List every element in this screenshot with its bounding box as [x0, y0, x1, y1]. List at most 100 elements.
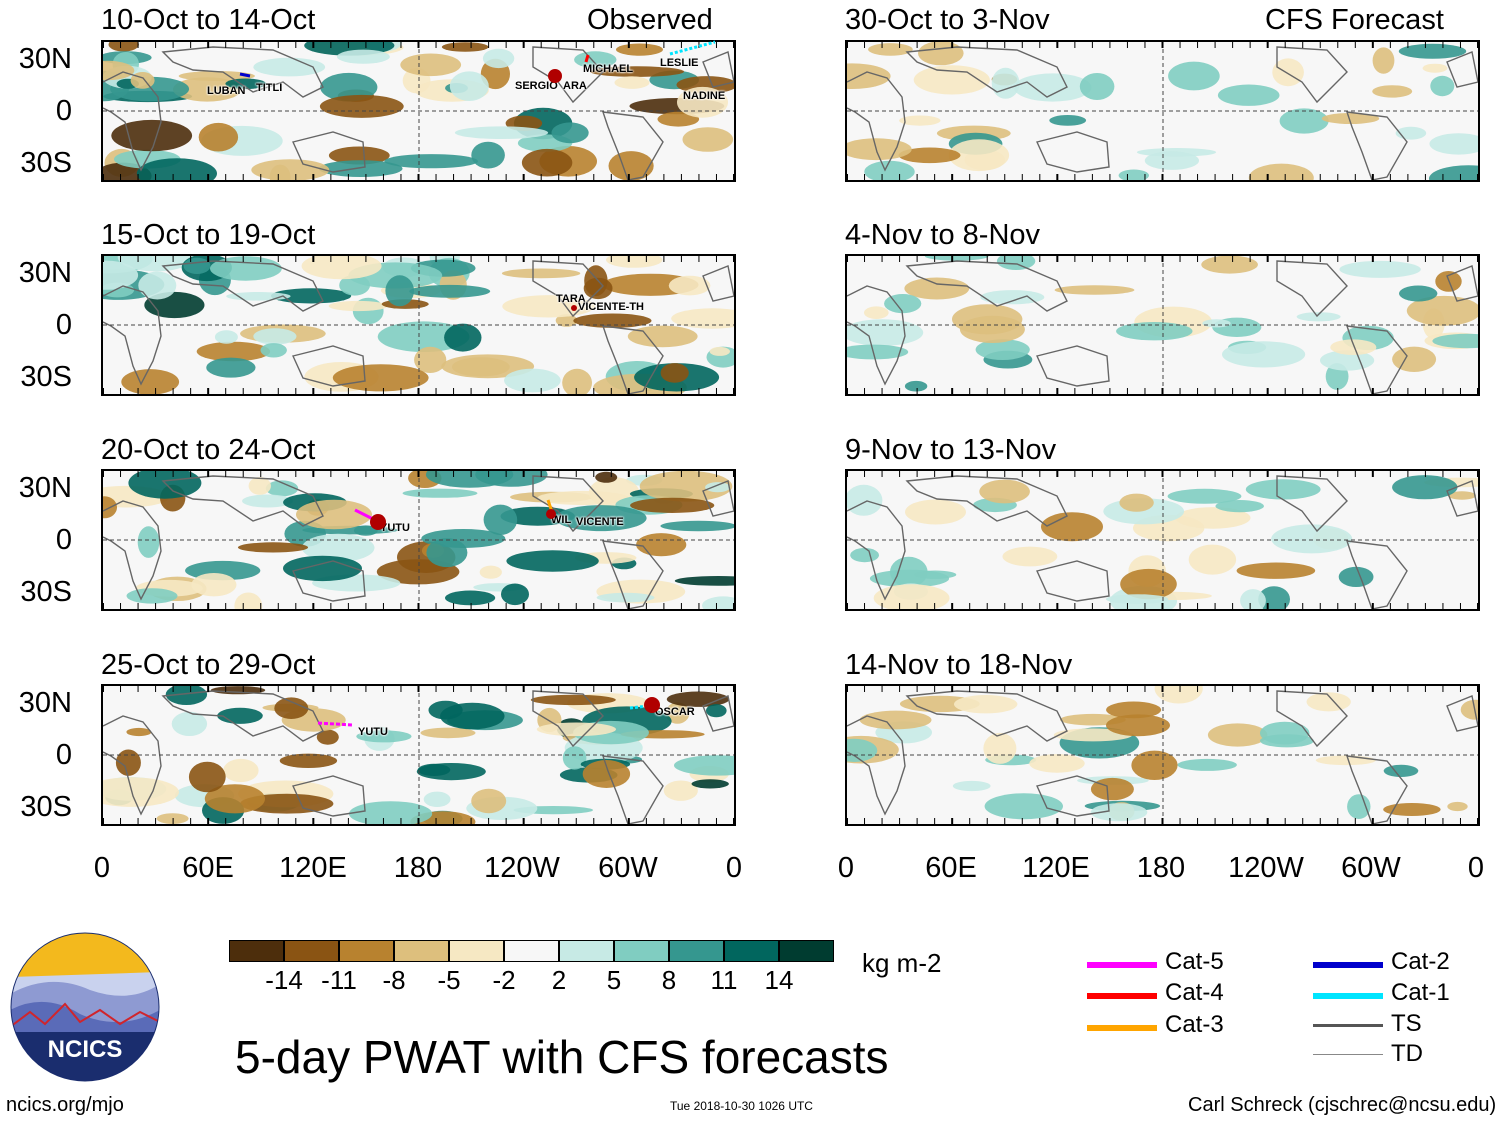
anomaly-blob	[671, 308, 734, 329]
anomaly-blob	[501, 583, 529, 606]
anomaly-blob	[847, 484, 883, 516]
pwat-anomaly-field	[103, 471, 734, 609]
panel-title: 9-Nov to 13-Nov	[845, 434, 1057, 466]
pwat-anomaly-field	[847, 471, 1478, 609]
coastline	[103, 500, 162, 601]
colorbar-swatch	[394, 940, 449, 962]
anomaly-blob	[1119, 493, 1154, 512]
anomaly-blob	[385, 275, 415, 307]
anomaly-blob	[188, 761, 226, 793]
colorbar-swatch	[449, 940, 504, 962]
anomaly-blob	[479, 565, 502, 579]
x-label: 120W	[1228, 852, 1304, 884]
anomaly-blob	[1448, 491, 1476, 500]
footer-url: ncics.org/mjo	[6, 1094, 124, 1116]
storm-label: LESLIE	[660, 57, 699, 69]
anomaly-blob	[449, 71, 489, 101]
anomaly-blob	[1321, 113, 1380, 124]
coastline	[292, 560, 366, 602]
anomaly-blob	[301, 533, 375, 562]
legend-line	[1313, 1024, 1383, 1027]
anomaly-blob	[279, 753, 338, 768]
coastline	[601, 325, 664, 394]
y-label-30n: 30N	[18, 43, 72, 75]
anomaly-blob	[674, 576, 734, 586]
anomaly-blob	[1432, 333, 1478, 349]
y-label-30n: 30N	[18, 687, 72, 719]
coastline	[1276, 260, 1348, 318]
anomaly-blob	[402, 488, 478, 498]
storm-label: YUTU	[358, 726, 388, 738]
anomaly-blob	[274, 697, 309, 719]
anomaly-blob	[1175, 507, 1251, 529]
anomaly-blob	[948, 139, 1010, 172]
pwat-anomaly-field	[847, 256, 1478, 394]
anomaly-blob	[847, 138, 912, 161]
anomaly-blob	[582, 760, 631, 788]
legend-label: TS	[1391, 1010, 1422, 1037]
anomaly-blob	[1447, 801, 1468, 812]
storm-label: TITLI	[256, 82, 283, 94]
panel-title: 25-Oct to 29-Oct	[101, 649, 316, 681]
observed-map-panel	[101, 40, 736, 182]
coastline	[103, 715, 162, 816]
anomaly-blob	[409, 284, 491, 298]
storm-track	[239, 40, 716, 727]
anomaly-blob	[1079, 73, 1115, 100]
anomaly-blob	[1429, 165, 1478, 180]
storm-label: OSCAR	[655, 706, 695, 718]
anomaly-blob	[117, 256, 194, 272]
anomaly-blob	[214, 330, 238, 344]
anomaly-blob	[859, 710, 932, 730]
anomaly-blob	[1177, 758, 1237, 771]
x-label: 60E	[925, 852, 977, 884]
anomaly-blob	[400, 53, 462, 77]
anomaly-blob	[115, 749, 141, 776]
anomaly-blob	[1406, 295, 1478, 326]
forecast-map-panel	[845, 40, 1480, 182]
anomaly-blob	[1106, 594, 1169, 604]
anomaly-blob	[537, 490, 629, 506]
anomaly-blob	[884, 294, 922, 314]
forecast-map-panel	[845, 254, 1480, 396]
anomaly-blob	[551, 122, 589, 144]
x-label: 60W	[1341, 852, 1401, 884]
anomaly-blob	[868, 43, 913, 56]
colorbar-swatch	[504, 940, 559, 962]
anomaly-blob	[574, 51, 617, 69]
anomaly-blob	[1429, 133, 1478, 155]
coastline	[1036, 775, 1110, 817]
anomaly-blob	[165, 686, 208, 705]
anomaly-blob	[1118, 169, 1149, 180]
anomaly-blob	[1306, 692, 1351, 712]
anomaly-blob	[206, 357, 256, 378]
anomaly-blob	[1054, 285, 1135, 295]
legend-line	[1313, 962, 1383, 968]
storm-label: WIL	[551, 514, 572, 526]
anomaly-blob	[103, 777, 179, 807]
anomaly-blob	[178, 71, 255, 81]
anomaly-blob	[1029, 754, 1085, 773]
anomaly-blob	[983, 732, 1017, 764]
coastline	[1276, 46, 1348, 104]
colorbar-swatch	[284, 940, 339, 962]
anomaly-blob	[283, 555, 362, 582]
colorbar-swatch	[559, 940, 614, 962]
anomaly-blob	[320, 72, 378, 102]
anomaly-blob	[1330, 339, 1377, 355]
coastline	[292, 131, 366, 173]
anomaly-blob	[138, 271, 177, 300]
anomaly-blob	[108, 42, 139, 52]
anomaly-blob	[417, 763, 451, 776]
anomaly-blob	[1399, 285, 1438, 302]
coastline	[532, 690, 604, 748]
colorbar-swatch	[779, 940, 834, 962]
anomaly-blob	[349, 801, 433, 824]
coastline	[161, 690, 324, 742]
colorbar-tick-label: 14	[764, 965, 794, 995]
anomaly-blob	[426, 538, 468, 568]
anomaly-blob	[126, 727, 152, 737]
coastline	[103, 285, 162, 386]
anomaly-blob	[1430, 75, 1455, 97]
logo-text: NCICS	[48, 1036, 123, 1063]
